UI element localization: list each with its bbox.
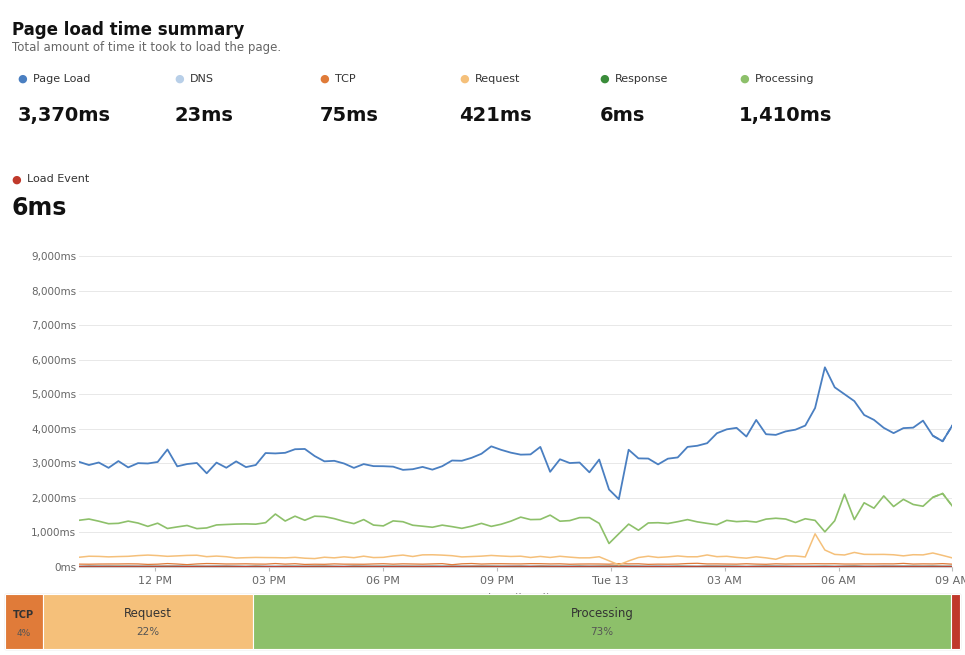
Text: 75ms: 75ms xyxy=(319,106,378,126)
Text: ●: ● xyxy=(175,73,184,84)
Text: TCP: TCP xyxy=(14,610,35,620)
Text: Processing: Processing xyxy=(755,73,814,84)
Text: Total amount of time it took to load the page.: Total amount of time it took to load the… xyxy=(12,41,281,54)
Text: Load Event: Load Event xyxy=(27,174,90,185)
Text: ●: ● xyxy=(319,73,329,84)
FancyBboxPatch shape xyxy=(43,594,253,648)
Text: TCP: TCP xyxy=(335,73,355,84)
FancyBboxPatch shape xyxy=(5,594,43,648)
Text: Request: Request xyxy=(124,607,172,620)
FancyBboxPatch shape xyxy=(951,594,960,648)
Text: 6ms: 6ms xyxy=(599,106,645,126)
Text: ●: ● xyxy=(12,174,21,185)
Text: 22%: 22% xyxy=(137,627,159,637)
Text: Page load time summary: Page load time summary xyxy=(12,21,244,39)
X-axis label: Time (local): Time (local) xyxy=(481,593,551,607)
Text: Request: Request xyxy=(475,73,520,84)
Text: ●: ● xyxy=(599,73,609,84)
Text: 73%: 73% xyxy=(591,627,614,637)
FancyBboxPatch shape xyxy=(253,594,951,648)
Text: 23ms: 23ms xyxy=(175,106,234,126)
Text: 4%: 4% xyxy=(16,629,31,638)
Text: DNS: DNS xyxy=(190,73,214,84)
Text: 1,410ms: 1,410ms xyxy=(739,106,833,126)
Text: Page Load: Page Load xyxy=(33,73,90,84)
Text: Processing: Processing xyxy=(570,607,633,620)
Text: ●: ● xyxy=(459,73,469,84)
Text: Response: Response xyxy=(615,73,668,84)
Text: 3,370ms: 3,370ms xyxy=(17,106,110,126)
Text: 6ms: 6ms xyxy=(12,196,67,220)
Text: ●: ● xyxy=(17,73,27,84)
Text: 421ms: 421ms xyxy=(459,106,532,126)
Text: ●: ● xyxy=(739,73,749,84)
